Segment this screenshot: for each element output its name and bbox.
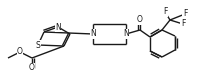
Text: N: N [55,22,61,32]
Text: N: N [123,29,129,39]
Text: O: O [29,63,35,72]
Text: O: O [137,16,143,24]
Text: F: F [163,7,167,17]
Text: N: N [90,29,96,39]
Text: O: O [17,48,23,56]
Text: S: S [36,40,40,50]
Text: F: F [183,10,187,18]
Text: F: F [181,20,185,28]
